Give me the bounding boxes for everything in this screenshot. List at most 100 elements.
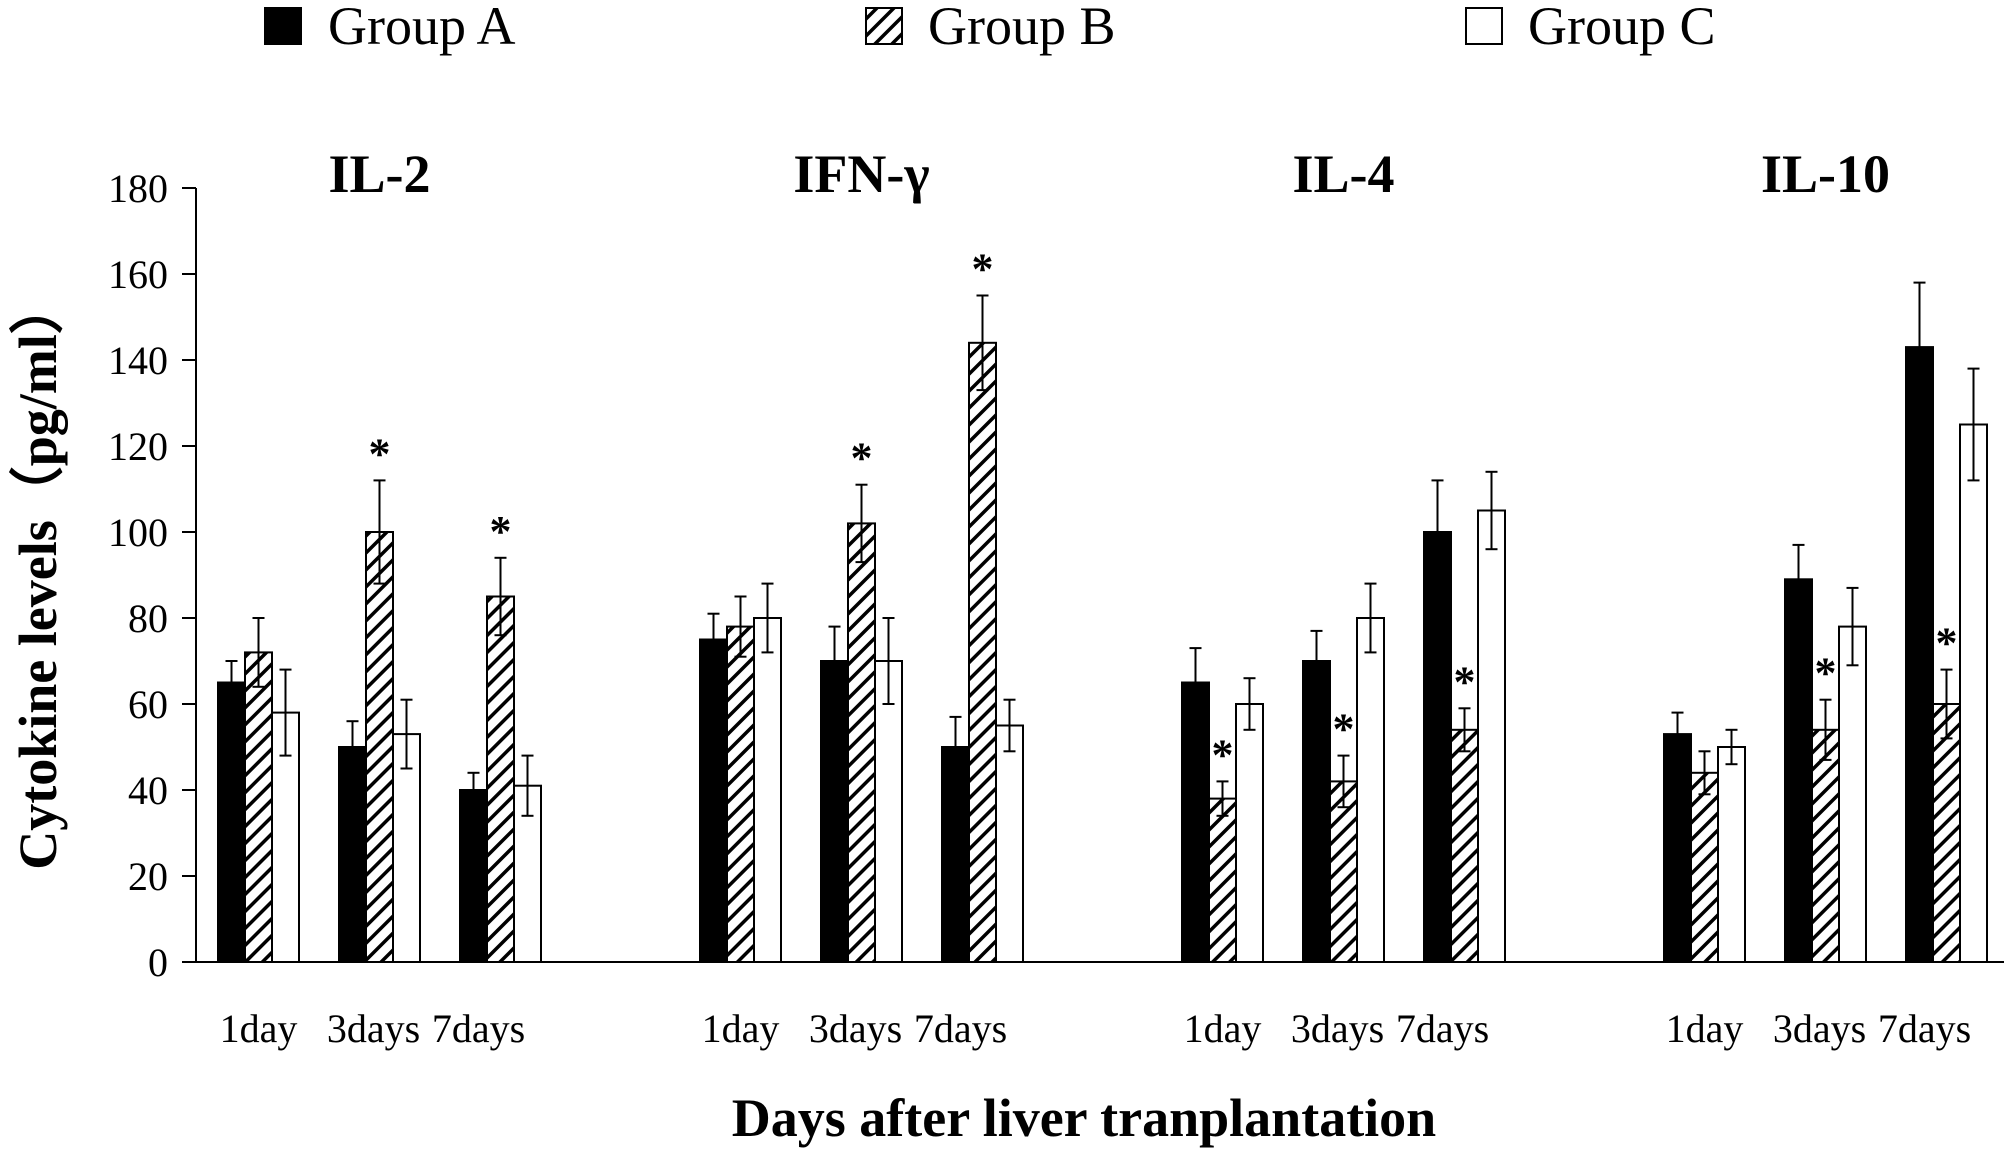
error-bar	[855, 483, 868, 564]
legend-label-group-a: Group A	[328, 0, 516, 56]
y-tick-label: 140	[108, 338, 168, 383]
bar-group-c	[1477, 509, 1506, 963]
significance-star: *	[1454, 657, 1476, 706]
category-label: 3days	[1291, 1006, 1384, 1051]
bar-group-a	[699, 638, 728, 963]
bar-group-c	[1235, 703, 1264, 963]
error-bar	[1364, 582, 1377, 654]
y-tick-label: 60	[128, 682, 168, 727]
bar-group-a	[217, 681, 246, 963]
significance-star: *	[851, 434, 873, 483]
bar-group-c	[1838, 625, 1867, 963]
error-bar	[400, 698, 413, 770]
category-label: 1day	[1184, 1006, 1262, 1051]
bar-group-b	[847, 522, 876, 964]
category-label: 7days	[1396, 1006, 1489, 1051]
legend: Group A Group B Group C	[264, 0, 1716, 56]
significance-star: *	[1212, 730, 1234, 779]
error-bar	[976, 294, 989, 392]
error-bar	[494, 556, 507, 637]
error-bar	[1698, 750, 1711, 796]
bar-group-a	[1784, 578, 1813, 963]
significance-star: *	[490, 507, 512, 556]
bar-group-a	[338, 746, 367, 963]
significance-star: *	[1815, 649, 1837, 698]
significance-star: *	[369, 429, 391, 478]
bar-group-b	[1932, 703, 1961, 963]
bar-group-a	[941, 746, 970, 963]
error-bar	[1431, 479, 1444, 585]
category-label: 3days	[1773, 1006, 1866, 1051]
error-bar	[467, 771, 480, 809]
significance-star: *	[972, 245, 994, 294]
bar-group-a	[1905, 346, 1934, 964]
error-bar	[521, 754, 534, 817]
bar-group-c	[1959, 423, 1988, 963]
bar-group-c	[753, 617, 782, 963]
category-label: 7days	[1878, 1006, 1971, 1051]
error-bar	[1310, 629, 1323, 693]
error-bar	[734, 595, 747, 658]
bar-group-b	[244, 651, 273, 964]
legend-label-group-c: Group C	[1528, 0, 1716, 56]
panel-title: IFN-γ	[793, 144, 929, 204]
error-bar	[346, 720, 359, 774]
bar-group-c	[1356, 617, 1385, 963]
bar-group-b	[365, 531, 394, 963]
error-bar	[949, 715, 962, 779]
error-bar	[1216, 780, 1229, 817]
error-bar	[1337, 754, 1350, 809]
category-label: 3days	[327, 1006, 420, 1051]
bar-group-b	[1811, 728, 1840, 963]
panel-ifn-: IFN-γ 1day * 3days * 7days	[699, 144, 1024, 1051]
category-label: 1day	[220, 1006, 298, 1051]
legend-swatch-group-b	[865, 7, 903, 45]
error-bar	[252, 617, 265, 688]
bar-group-a	[459, 789, 488, 963]
error-bar	[225, 660, 238, 705]
bar-group-b	[1450, 728, 1479, 963]
y-tick-label: 80	[128, 596, 168, 641]
error-bar	[1243, 677, 1256, 731]
error-bar	[761, 582, 774, 654]
error-bar	[373, 479, 386, 585]
error-bar	[279, 668, 292, 757]
y-tick-label: 40	[128, 768, 168, 813]
y-tick-label: 120	[108, 424, 168, 469]
y-tick-label: 180	[108, 166, 168, 211]
y-tick-label: 160	[108, 252, 168, 297]
panel-il-4: IL-4 * 1day * 3days * 7days	[1181, 144, 1506, 1051]
category-label: 7days	[914, 1006, 1007, 1051]
bar-group-a	[820, 660, 849, 963]
error-bar	[1725, 728, 1738, 766]
error-bar	[1846, 586, 1859, 667]
bar-group-a	[1302, 660, 1331, 963]
error-bar	[1458, 707, 1471, 753]
panel-il-2: IL-2 1day * 3days * 7days	[217, 144, 542, 1051]
bar-group-b	[968, 341, 997, 963]
category-label: 1day	[1666, 1006, 1744, 1051]
y-axis-title: Cytokine levels（pg/ml）	[8, 280, 68, 870]
error-bar	[1940, 668, 1953, 740]
panels: IL-2 1day * 3days * 7days IFN-γ 1day * 3days * 7day…	[217, 144, 1988, 1051]
bar-group-b	[1329, 780, 1358, 964]
significance-star: *	[1936, 619, 1958, 668]
error-bar	[828, 625, 841, 697]
y-tick-label: 20	[128, 854, 168, 899]
panel-title: IL-4	[1292, 144, 1394, 204]
legend-swatch-group-c	[1465, 7, 1503, 45]
x-axis-title: Days after liver tranplantation	[732, 1088, 1436, 1148]
error-bar	[1819, 698, 1832, 761]
category-label: 3days	[809, 1006, 902, 1051]
bar-group-b	[1690, 771, 1719, 963]
bar-group-a	[1181, 681, 1210, 963]
error-bar	[1003, 698, 1016, 753]
bar-group-c	[1717, 746, 1746, 963]
error-bar	[1189, 647, 1202, 718]
error-bar	[1967, 367, 1980, 482]
error-bar	[1485, 470, 1498, 551]
error-bar	[1792, 543, 1805, 615]
category-label: 7days	[432, 1006, 525, 1051]
y-axis: 0 20 40 60 80 100 120 140 160 180	[108, 166, 197, 985]
